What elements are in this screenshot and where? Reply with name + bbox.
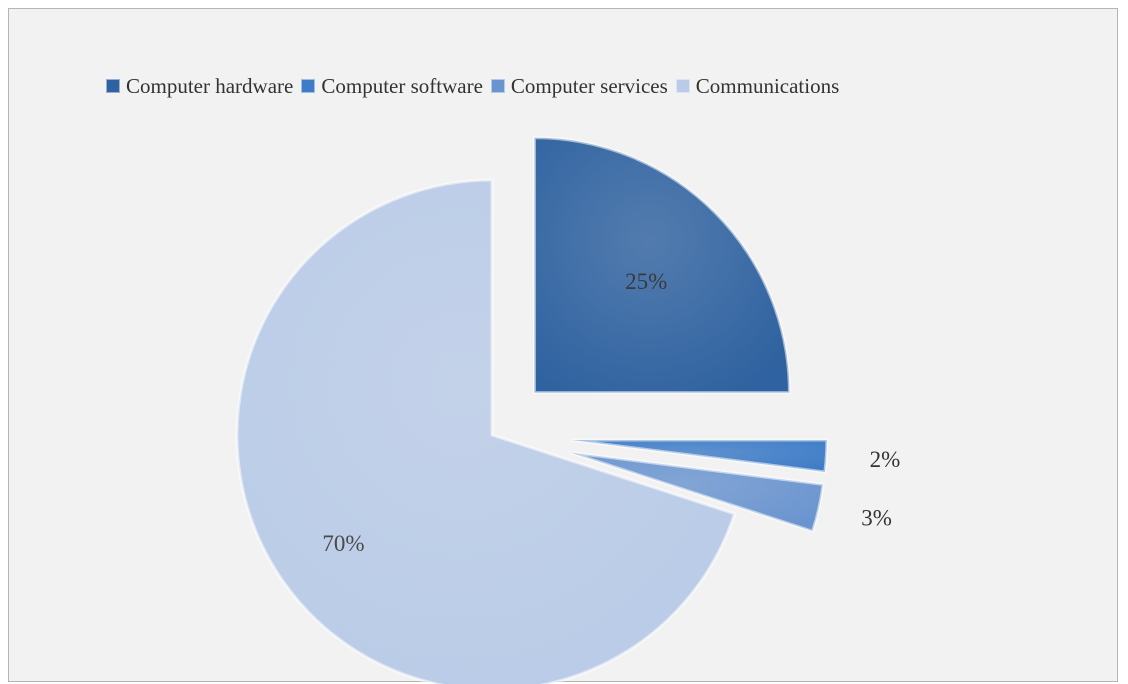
legend-item-computer-software: Computer software — [301, 74, 483, 99]
data-label-computer-hardware: 25% — [625, 269, 667, 294]
legend-swatch-computer-services — [490, 79, 505, 93]
pie-slice-computer-software — [571, 438, 829, 474]
legend-label-communications: Communications — [695, 73, 840, 98]
pie-slice-computer-hardware — [532, 136, 791, 395]
legend-item-computer-services: Computer services — [490, 73, 668, 99]
pie-slice-computer-services — [569, 450, 825, 534]
data-label-computer-software: 2% — [870, 447, 901, 472]
legend: Computer hardware Computer software Comp… — [106, 68, 1106, 104]
data-label-communications: 70% — [322, 531, 364, 556]
legend-label-computer-services: Computer services — [510, 73, 668, 98]
pie-slice-communications — [235, 178, 737, 684]
legend-swatch-computer-hardware — [106, 79, 120, 93]
legend-label-computer-hardware: Computer hardware — [126, 73, 294, 98]
legend-swatch-computer-software — [301, 79, 316, 93]
legend-swatch-communications — [675, 79, 690, 93]
data-label-computer-services: 3% — [861, 506, 892, 531]
legend-item-communications: Communications — [675, 73, 840, 99]
legend-item-computer-hardware: Computer hardware — [106, 74, 293, 99]
legend-label-computer-software: Computer software — [321, 73, 483, 98]
